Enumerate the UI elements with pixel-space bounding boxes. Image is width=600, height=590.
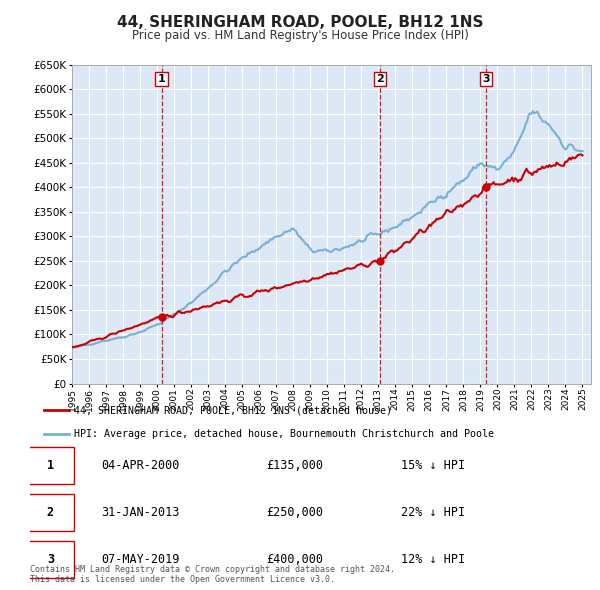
- Text: 2: 2: [47, 506, 54, 519]
- Text: 3: 3: [47, 553, 54, 566]
- Text: 07-MAY-2019: 07-MAY-2019: [101, 553, 179, 566]
- Text: 44, SHERINGHAM ROAD, POOLE, BH12 1NS (detached house): 44, SHERINGHAM ROAD, POOLE, BH12 1NS (de…: [74, 405, 392, 415]
- Text: Contains HM Land Registry data © Crown copyright and database right 2024.
This d: Contains HM Land Registry data © Crown c…: [30, 565, 395, 584]
- Text: £135,000: £135,000: [266, 458, 323, 472]
- Text: HPI: Average price, detached house, Bournemouth Christchurch and Poole: HPI: Average price, detached house, Bour…: [74, 430, 494, 440]
- Text: 44, SHERINGHAM ROAD, POOLE, BH12 1NS: 44, SHERINGHAM ROAD, POOLE, BH12 1NS: [117, 15, 483, 30]
- FancyBboxPatch shape: [27, 541, 74, 578]
- FancyBboxPatch shape: [27, 447, 74, 484]
- Text: 3: 3: [482, 74, 490, 84]
- Text: 15% ↓ HPI: 15% ↓ HPI: [401, 458, 465, 472]
- Text: £400,000: £400,000: [266, 553, 323, 566]
- Text: Price paid vs. HM Land Registry's House Price Index (HPI): Price paid vs. HM Land Registry's House …: [131, 30, 469, 42]
- FancyBboxPatch shape: [27, 494, 74, 531]
- Text: 31-JAN-2013: 31-JAN-2013: [101, 506, 179, 519]
- Text: £250,000: £250,000: [266, 506, 323, 519]
- Text: 04-APR-2000: 04-APR-2000: [101, 458, 179, 472]
- Text: 1: 1: [158, 74, 166, 84]
- Text: 1: 1: [47, 458, 54, 472]
- Text: 22% ↓ HPI: 22% ↓ HPI: [401, 506, 465, 519]
- Text: 12% ↓ HPI: 12% ↓ HPI: [401, 553, 465, 566]
- Text: 2: 2: [376, 74, 383, 84]
